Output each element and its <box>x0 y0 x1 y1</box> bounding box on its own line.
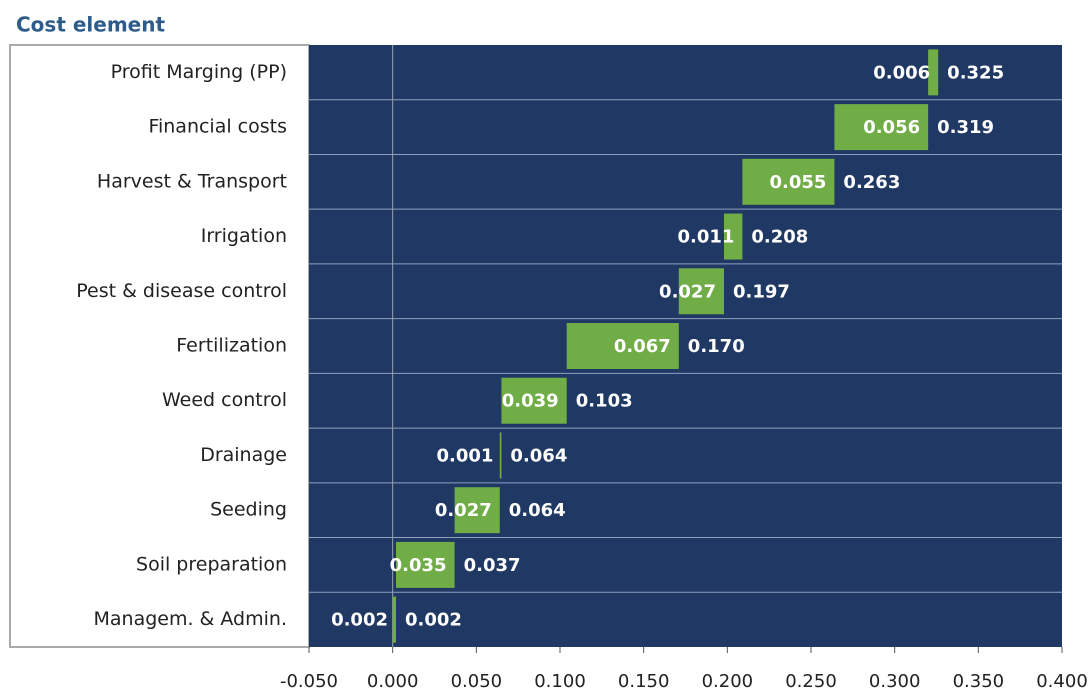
label-box <box>9 44 310 648</box>
x-tick-label: 0.350 <box>953 671 1005 691</box>
category-label: Irrigation <box>201 225 287 247</box>
cumulative-label: 0.170 <box>688 336 745 357</box>
bar <box>928 49 939 96</box>
bar <box>454 487 500 534</box>
value-label: 0.011 <box>677 227 734 248</box>
bar <box>392 596 397 643</box>
category-label: Pest & disease control <box>76 280 287 302</box>
bar <box>566 323 679 369</box>
bar <box>396 541 455 588</box>
bar <box>499 432 502 479</box>
category-label: Managem. & Admin. <box>93 608 287 630</box>
category-label: Seeding <box>210 499 287 521</box>
cumulative-label: 0.319 <box>937 117 994 138</box>
category-label: Weed control <box>162 389 287 411</box>
cumulative-label: 0.103 <box>576 391 633 412</box>
x-tick-label: 0.050 <box>451 671 503 691</box>
value-label: 0.039 <box>502 391 559 412</box>
value-label: 0.027 <box>659 281 716 302</box>
x-tick-label: 0.200 <box>702 671 754 691</box>
cumulative-label: 0.064 <box>509 500 566 521</box>
bar <box>834 104 929 151</box>
bar <box>678 268 724 315</box>
category-label: Harvest & Transport <box>97 170 287 192</box>
value-label: 0.002 <box>331 610 388 631</box>
x-tick-label: 0.300 <box>869 671 921 691</box>
bar <box>501 377 567 424</box>
cumulative-label: 0.064 <box>510 445 567 466</box>
x-tick-label: 0.150 <box>618 671 670 691</box>
cumulative-label: 0.197 <box>733 281 790 302</box>
cumulative-label: 0.208 <box>751 227 808 248</box>
value-label: 0.067 <box>614 336 671 357</box>
bar <box>723 213 743 260</box>
category-label: Drainage <box>200 444 287 466</box>
x-tick-label: 0.250 <box>785 671 837 691</box>
chart-title: Cost element <box>16 13 165 37</box>
bar <box>742 158 835 205</box>
category-label: Profit Marging (PP) <box>111 61 287 83</box>
value-label: 0.035 <box>390 555 447 576</box>
x-tick-label: 0.000 <box>367 671 419 691</box>
value-label: 0.001 <box>436 445 493 466</box>
cumulative-label: 0.263 <box>843 172 900 193</box>
cumulative-label: 0.325 <box>947 62 1004 83</box>
category-label: Fertilization <box>176 335 287 357</box>
category-label: Soil preparation <box>136 553 287 575</box>
value-label: 0.006 <box>873 62 930 83</box>
x-tick-label: 0.400 <box>1036 671 1088 691</box>
x-tick-label: -0.050 <box>280 671 338 691</box>
cumulative-label: 0.037 <box>464 555 521 576</box>
value-label: 0.055 <box>769 172 826 193</box>
value-label: 0.056 <box>863 117 920 138</box>
x-tick-label: 0.100 <box>534 671 586 691</box>
category-label: Financial costs <box>148 116 287 138</box>
cumulative-label: 0.002 <box>405 610 462 631</box>
value-label: 0.027 <box>435 500 492 521</box>
